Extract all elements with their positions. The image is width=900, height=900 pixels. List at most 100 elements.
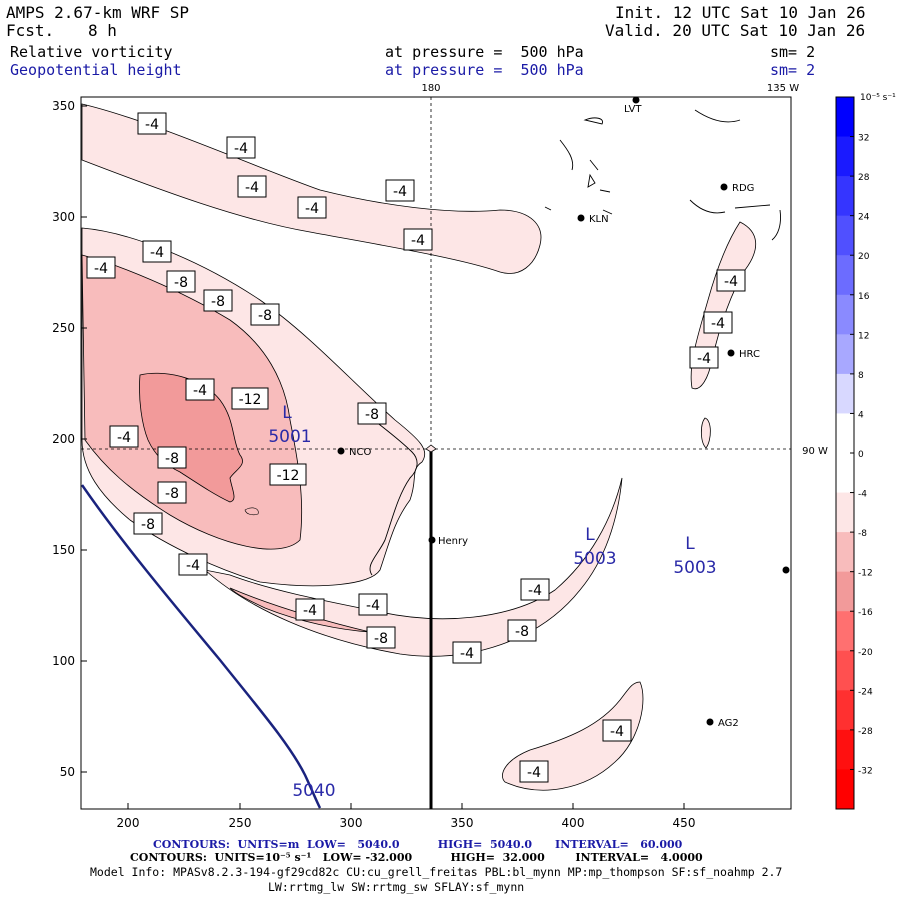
vort-label: -8 <box>141 517 155 533</box>
vort-label: -4 <box>245 180 259 196</box>
colorbar-label: 28 <box>858 173 870 183</box>
vort-label: -4 <box>150 245 164 261</box>
field1-level: at pressure = 500 hPa <box>385 43 584 61</box>
coastline <box>359 407 418 576</box>
vort-region-east-blob <box>700 417 711 449</box>
field2-name: Geopotential height <box>10 61 182 79</box>
colorbar-swatch <box>836 215 854 256</box>
vort-label-box <box>452 641 482 664</box>
low-letter: L <box>685 534 695 554</box>
vort-label: -4 <box>527 765 541 781</box>
vort-label-box <box>185 378 215 401</box>
vort-label: -4 <box>186 558 200 574</box>
x-tick-label: 300 <box>340 816 363 830</box>
vort-label-box <box>109 425 139 448</box>
field2-smoothing: sm= 2 <box>770 61 816 79</box>
vort-label-box <box>716 269 746 292</box>
vort-label: -4 <box>145 117 159 133</box>
colorbar-swatch <box>836 413 854 454</box>
colorbar-label: -12 <box>858 569 873 579</box>
footer-vort-contours: CONTOURS: UNITS=10⁻⁵ s⁻¹ LOW= -32.000 HI… <box>130 851 703 864</box>
meridian-label-90w: 90 W <box>802 446 828 457</box>
low-value: 5003 <box>673 558 716 578</box>
vort-label-box <box>703 311 733 334</box>
forecast-label: Fcst. <box>6 21 55 40</box>
vort-label-box <box>178 553 208 576</box>
colorbar-label: 24 <box>858 213 870 223</box>
colorbar-label: 16 <box>858 292 870 302</box>
vort-label: -4 <box>94 261 108 277</box>
vort-label-box <box>507 619 537 642</box>
vort-label-box <box>519 760 549 783</box>
vort-label: -4 <box>117 430 131 446</box>
vort-label: -4 <box>460 646 474 662</box>
colorbar-label: -24 <box>858 687 873 697</box>
footer-physics: LW:rrtmg_lw SW:rrtmg_sw SFLAY:sf_mynn <box>268 880 525 894</box>
vort-label-box <box>689 346 719 369</box>
y-tick-label: 150 <box>52 543 75 557</box>
colorbar-swatch <box>836 453 854 494</box>
field2-level: at pressure = 500 hPa <box>385 61 584 79</box>
colorbar-label: 8 <box>858 371 864 381</box>
field1-smoothing: sm= 2 <box>770 43 816 61</box>
colorbar-swatch <box>836 611 854 652</box>
vort-label-box <box>295 598 325 621</box>
vort-label: -8 <box>515 624 529 640</box>
footer-height-contours: CONTOURS: UNITS=m LOW= 5040.0 HIGH= 5040… <box>153 838 683 851</box>
colorbar-swatch <box>836 769 854 810</box>
vort-label: -8 <box>258 308 272 324</box>
station-label: Henry <box>438 536 468 547</box>
colorbar-swatch <box>836 176 854 217</box>
colorbar-label: -32 <box>858 766 873 776</box>
vort-label-box <box>231 387 269 410</box>
low-letter: L <box>282 403 292 423</box>
vort-label-box <box>297 196 327 219</box>
colorbar-swatch <box>836 650 854 691</box>
model-title: AMPS 2.67-km WRF SP <box>6 3 190 22</box>
vort-label: -4 <box>528 583 542 599</box>
meridian-label-135w: 135 W <box>767 83 799 94</box>
colorbar-label: 12 <box>858 331 869 341</box>
vort-label: -8 <box>165 451 179 467</box>
colorbar-swatch <box>836 136 854 177</box>
x-tick-label: 200 <box>117 816 140 830</box>
vort-label: -4 <box>610 724 624 740</box>
colorbar-swatch <box>836 334 854 375</box>
vort-label: -8 <box>174 275 188 291</box>
vort-label-box <box>203 289 233 312</box>
vort-region-minus8-arc <box>229 587 371 633</box>
colorbar-label: -8 <box>858 529 867 539</box>
vort-label: -8 <box>365 407 379 423</box>
station-label: HRC <box>739 349 760 360</box>
colorbar-unit: 10⁻⁵ s⁻¹ <box>860 93 896 103</box>
vort-label: -4 <box>366 598 380 614</box>
y-tick-label: 350 <box>52 99 75 113</box>
vort-label: -4 <box>193 383 207 399</box>
vort-label-box <box>250 303 280 326</box>
vort-label-box <box>157 481 187 504</box>
forecast-hour: 8 h <box>88 21 117 40</box>
vort-label: -4 <box>411 233 425 249</box>
vort-label: -4 <box>305 201 319 217</box>
low-value: 5003 <box>573 549 616 569</box>
vort-label: -8 <box>374 631 388 647</box>
vort-label-box <box>358 593 388 616</box>
station-label: AG2 <box>718 718 739 729</box>
field1-name: Relative vorticity <box>10 43 173 61</box>
meridian-label-180: 180 <box>421 83 440 94</box>
vort-label-box <box>269 463 307 486</box>
vort-label-box <box>403 228 433 251</box>
x-tick-label: 250 <box>229 816 252 830</box>
vort-label-box <box>226 136 256 159</box>
vort-label-box <box>385 179 415 202</box>
colorbar-label: 32 <box>858 134 869 144</box>
colorbar-swatch <box>836 690 854 731</box>
vort-label-box <box>237 175 267 198</box>
vort-label-box <box>366 626 396 649</box>
colorbar-swatch <box>836 492 854 533</box>
height-contour-label: 5040 <box>292 781 335 801</box>
vort-label: -4 <box>303 603 317 619</box>
colorbar: 32 28 24 20 16 12 8 4 0 -4 -8 -12 -16 -20 -24 -28 -32 <box>835 96 873 810</box>
y-tick-label: 300 <box>52 210 75 224</box>
init-time: Init. 12 UTC Sat 10 Jan 26 <box>615 3 866 22</box>
